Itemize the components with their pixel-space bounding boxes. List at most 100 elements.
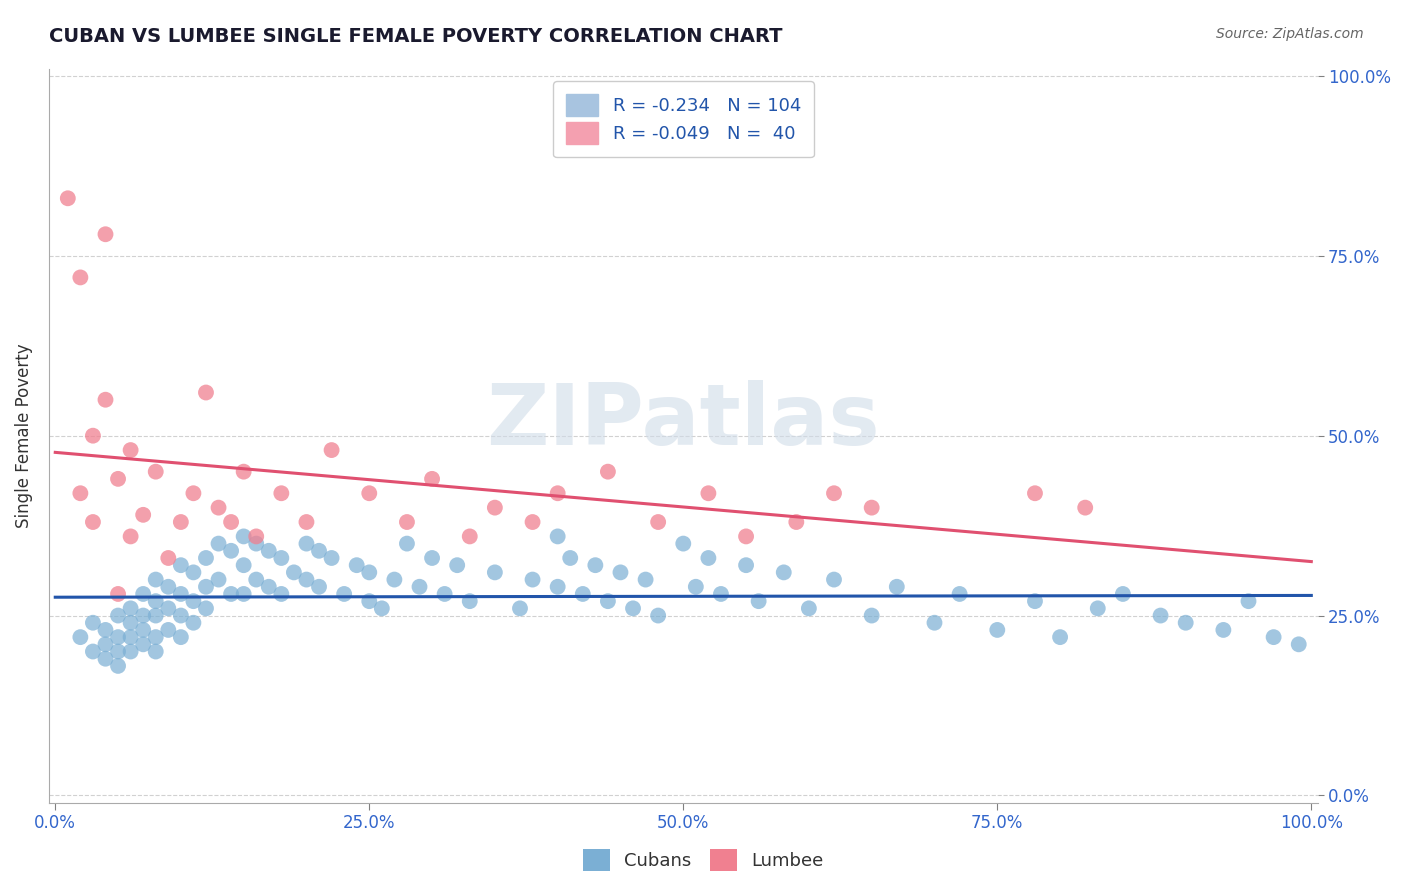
- Point: [1024, 486, 1046, 500]
- Point: [547, 486, 569, 500]
- Point: [94, 392, 117, 407]
- Point: [145, 573, 167, 587]
- Point: [547, 529, 569, 543]
- Point: [207, 536, 229, 550]
- Point: [522, 573, 544, 587]
- Point: [1087, 601, 1109, 615]
- Point: [107, 659, 129, 673]
- Point: [1049, 630, 1071, 644]
- Point: [1149, 608, 1171, 623]
- Point: [596, 465, 619, 479]
- Point: [1174, 615, 1197, 630]
- Point: [69, 630, 91, 644]
- Point: [170, 587, 193, 601]
- Point: [886, 580, 908, 594]
- Point: [69, 486, 91, 500]
- Point: [107, 644, 129, 658]
- Point: [194, 551, 217, 566]
- Point: [194, 385, 217, 400]
- Point: [257, 580, 280, 594]
- Point: [69, 270, 91, 285]
- Point: [321, 551, 343, 566]
- Point: [609, 566, 631, 580]
- Point: [823, 486, 845, 500]
- Point: [219, 515, 242, 529]
- Point: [621, 601, 644, 615]
- Point: [170, 515, 193, 529]
- Point: [120, 529, 142, 543]
- Point: [522, 515, 544, 529]
- Point: [860, 500, 883, 515]
- Point: [359, 566, 381, 580]
- Point: [145, 608, 167, 623]
- Point: [647, 515, 669, 529]
- Point: [232, 587, 254, 601]
- Point: [295, 515, 318, 529]
- Text: Source: ZipAtlas.com: Source: ZipAtlas.com: [1216, 27, 1364, 41]
- Point: [685, 580, 707, 594]
- Point: [283, 566, 305, 580]
- Point: [1024, 594, 1046, 608]
- Point: [107, 587, 129, 601]
- Point: [183, 615, 205, 630]
- Point: [408, 580, 430, 594]
- Point: [145, 644, 167, 658]
- Legend: R = -0.234   N = 104, R = -0.049   N =  40: R = -0.234 N = 104, R = -0.049 N = 40: [553, 81, 814, 157]
- Point: [132, 608, 155, 623]
- Point: [132, 508, 155, 522]
- Point: [94, 651, 117, 665]
- Point: [748, 594, 770, 608]
- Point: [308, 543, 330, 558]
- Point: [697, 486, 720, 500]
- Point: [1263, 630, 1285, 644]
- Point: [145, 630, 167, 644]
- Point: [82, 615, 104, 630]
- Point: [333, 587, 356, 601]
- Text: CUBAN VS LUMBEE SINGLE FEMALE POVERTY CORRELATION CHART: CUBAN VS LUMBEE SINGLE FEMALE POVERTY CO…: [49, 27, 783, 45]
- Point: [772, 566, 794, 580]
- Point: [458, 594, 481, 608]
- Point: [359, 594, 381, 608]
- Point: [308, 580, 330, 594]
- Point: [359, 486, 381, 500]
- Point: [82, 515, 104, 529]
- Point: [183, 566, 205, 580]
- Point: [257, 543, 280, 558]
- Point: [245, 536, 267, 550]
- Point: [484, 566, 506, 580]
- Point: [82, 428, 104, 442]
- Point: [735, 558, 758, 573]
- Point: [107, 630, 129, 644]
- Point: [232, 558, 254, 573]
- Point: [547, 580, 569, 594]
- Point: [797, 601, 820, 615]
- Point: [270, 587, 292, 601]
- Point: [433, 587, 456, 601]
- Point: [107, 608, 129, 623]
- Point: [634, 573, 657, 587]
- Point: [94, 227, 117, 242]
- Point: [232, 465, 254, 479]
- Point: [120, 601, 142, 615]
- Point: [183, 486, 205, 500]
- Point: [949, 587, 972, 601]
- Point: [596, 594, 619, 608]
- Point: [219, 543, 242, 558]
- Point: [157, 580, 180, 594]
- Point: [785, 515, 807, 529]
- Point: [94, 623, 117, 637]
- Point: [583, 558, 606, 573]
- Point: [94, 637, 117, 651]
- Point: [395, 515, 418, 529]
- Point: [132, 637, 155, 651]
- Point: [371, 601, 394, 615]
- Point: [120, 644, 142, 658]
- Point: [245, 573, 267, 587]
- Point: [120, 615, 142, 630]
- Point: [157, 551, 180, 566]
- Point: [295, 536, 318, 550]
- Point: [170, 558, 193, 573]
- Point: [107, 472, 129, 486]
- Point: [120, 443, 142, 458]
- Point: [1074, 500, 1097, 515]
